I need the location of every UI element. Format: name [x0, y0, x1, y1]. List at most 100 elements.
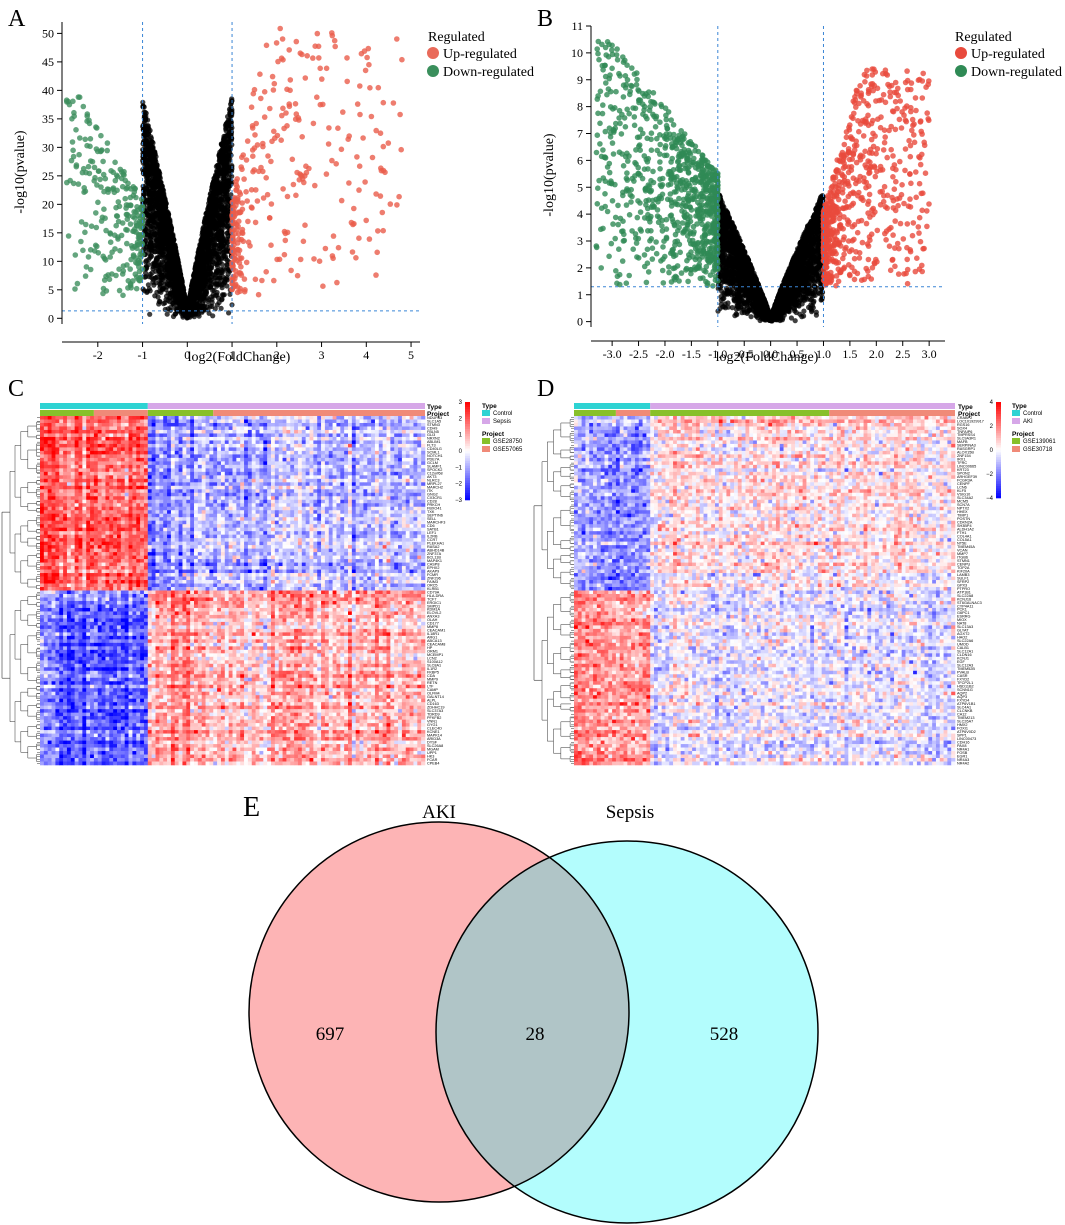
- point-up-regulated-a: [354, 101, 361, 107]
- point-down-regulated-a: [113, 222, 119, 229]
- point-up-regulated-a: [278, 137, 285, 143]
- point-not-significant-a: [141, 191, 147, 197]
- point-up-regulated-a: [267, 105, 273, 112]
- point-up-regulated-a: [271, 128, 277, 135]
- point-down-regulated-a: [98, 147, 105, 153]
- point-up-regulated-a: [330, 233, 337, 239]
- point-up-regulated-a: [344, 55, 350, 61]
- point-down-regulated-a: [114, 213, 121, 219]
- point-up-regulated-a: [270, 87, 277, 93]
- point-not-significant-a: [209, 241, 216, 247]
- point-up-regulated-a: [229, 216, 236, 222]
- point-up-regulated-a: [234, 284, 241, 290]
- x-axis-title-a: log2(FoldChange): [188, 350, 291, 365]
- x-tick-label-a: -2: [93, 348, 103, 362]
- point-not-significant-a: [206, 271, 212, 277]
- point-up-regulated-a: [288, 267, 294, 274]
- point-up-regulated-a: [282, 237, 289, 244]
- point-down-regulated-a: [122, 195, 128, 202]
- point-not-significant-a: [164, 221, 170, 227]
- y-axis-title-a: -log10(pvalue): [13, 130, 28, 214]
- point-up-regulated-a: [398, 146, 405, 153]
- point-not-significant-a: [155, 255, 161, 261]
- point-up-regulated-a: [251, 145, 258, 151]
- point-up-regulated-a: [326, 125, 332, 131]
- point-down-regulated-a: [72, 286, 78, 292]
- point-up-regulated-a: [356, 235, 362, 241]
- point-not-significant-a: [153, 237, 159, 243]
- point-not-significant-a: [214, 168, 220, 174]
- point-down-regulated-a: [132, 271, 139, 278]
- y-tick-label-a: 45: [42, 55, 54, 69]
- point-up-regulated-a: [266, 215, 273, 221]
- point-up-regulated-a: [296, 177, 303, 183]
- point-not-significant-a: [221, 266, 227, 272]
- panel-letter-b: B: [537, 6, 553, 32]
- point-down-regulated-a: [107, 239, 114, 245]
- point-down-regulated-a: [67, 177, 73, 184]
- point-up-regulated-a: [249, 125, 256, 131]
- point-not-significant-a: [228, 152, 234, 158]
- point-up-regulated-a: [268, 158, 274, 165]
- point-down-regulated-a: [124, 184, 131, 191]
- point-down-regulated-a: [93, 210, 99, 216]
- point-up-regulated-a: [380, 167, 387, 174]
- point-down-regulated-a: [116, 287, 123, 294]
- point-not-significant-a: [159, 224, 165, 230]
- point-up-regulated-a: [260, 195, 267, 201]
- point-down-regulated-a: [100, 290, 106, 297]
- point-up-regulated-a: [251, 86, 258, 93]
- point-not-significant-a: [154, 289, 160, 295]
- point-up-regulated-a: [380, 99, 387, 106]
- point-up-regulated-a: [357, 83, 363, 89]
- point-up-regulated-a: [278, 55, 285, 61]
- point-down-regulated-a: [101, 206, 107, 212]
- point-down-regulated-a: [65, 233, 72, 239]
- point-not-significant-a: [210, 313, 216, 319]
- point-up-regulated-a: [312, 182, 318, 189]
- point-not-significant-a: [145, 282, 151, 288]
- point-up-regulated-a: [236, 218, 242, 225]
- point-not-significant-a: [148, 197, 154, 203]
- point-down-regulated-a: [87, 136, 94, 142]
- point-up-regulated-a: [238, 264, 244, 270]
- point-down-regulated-a: [80, 247, 86, 254]
- point-down-regulated-a: [120, 292, 126, 299]
- point-up-regulated-a: [248, 187, 255, 193]
- point-not-significant-a: [222, 215, 228, 221]
- point-not-significant-a: [217, 189, 223, 196]
- point-not-significant-a: [218, 209, 224, 215]
- point-up-regulated-a: [300, 238, 307, 245]
- point-not-significant-a: [165, 210, 171, 216]
- point-up-regulated-a: [260, 168, 266, 175]
- panel-letter-a: A: [8, 6, 26, 32]
- point-not-significant-a: [171, 258, 177, 264]
- point-down-regulated-a: [127, 266, 133, 272]
- point-not-significant-a: [212, 183, 218, 189]
- point-up-regulated-a: [252, 132, 258, 138]
- point-up-regulated-a: [249, 205, 255, 211]
- point-not-significant-a: [148, 245, 154, 251]
- point-not-significant-a: [141, 169, 147, 175]
- point-up-regulated-a: [394, 36, 400, 42]
- point-up-regulated-a: [263, 42, 270, 49]
- point-not-significant-a: [216, 197, 223, 203]
- point-up-regulated-a: [366, 236, 373, 242]
- point-not-significant-a: [144, 173, 150, 179]
- point-not-significant-a: [218, 305, 224, 311]
- point-down-regulated-a: [115, 234, 121, 240]
- point-down-regulated-a: [107, 254, 113, 260]
- point-up-regulated-a: [351, 205, 357, 212]
- point-up-regulated-a: [293, 38, 300, 45]
- point-not-significant-a: [204, 304, 210, 310]
- point-up-regulated-a: [290, 181, 297, 188]
- point-up-regulated-a: [380, 227, 387, 234]
- point-down-regulated-a: [85, 254, 92, 260]
- point-not-significant-a: [221, 292, 227, 298]
- point-not-significant-a: [224, 230, 230, 236]
- point-up-regulated-a: [357, 111, 363, 118]
- point-up-regulated-a: [276, 256, 283, 263]
- point-not-significant-a: [181, 292, 187, 298]
